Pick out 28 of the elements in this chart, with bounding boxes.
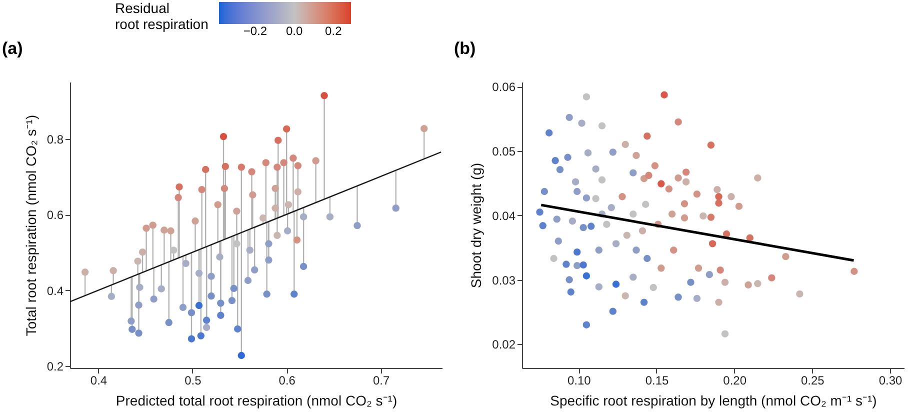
- chart-title: (b): [454, 39, 476, 58]
- chart-title: (a): [2, 39, 23, 58]
- x-tick-label: 0.6: [278, 374, 296, 388]
- x-tick-label: 0.25: [800, 374, 825, 388]
- color-bar-label: 0.2: [325, 24, 342, 38]
- x-tick-label: 0.5: [184, 374, 202, 388]
- y-tick-label: 0.06: [492, 80, 516, 94]
- y-axis-title: Total root respiration (nmol CO₂ s⁻¹): [22, 114, 39, 336]
- color-bar-label: 0.0: [286, 24, 303, 38]
- y-tick-label: 0.4: [46, 284, 64, 298]
- x-tick-label: 0.30: [878, 374, 902, 388]
- x-tick-label: 0.7: [372, 374, 390, 388]
- x-tick-label: 0.15: [645, 374, 669, 388]
- color-bar-label: −0.2: [243, 24, 268, 38]
- y-axis-title: Shoot dry weight (g): [468, 162, 484, 288]
- legend-title: Residual root respiration: [115, 0, 208, 32]
- y-tick-label: 0.05: [492, 144, 516, 158]
- y-tick-label: 0.04: [492, 208, 516, 223]
- x-axis-title: Specific root respiration by length (nmol CO₂ m⁻¹ s⁻¹): [550, 392, 877, 408]
- y-tick-label: 0.2: [46, 360, 64, 374]
- y-tick-label: 0.03: [492, 273, 516, 288]
- x-tick-label: 0.20: [723, 374, 747, 388]
- y-tick-label: 0.02: [492, 338, 516, 352]
- y-tick-label: 0.8: [46, 132, 64, 146]
- y-tick-label: 0.6: [46, 208, 64, 222]
- x-tick-label: 0.4: [90, 374, 108, 388]
- x-tick-label: 0.10: [567, 374, 592, 388]
- x-axis-title: Predicted total root respiration (nmol CO₂ s⁻¹): [116, 392, 398, 408]
